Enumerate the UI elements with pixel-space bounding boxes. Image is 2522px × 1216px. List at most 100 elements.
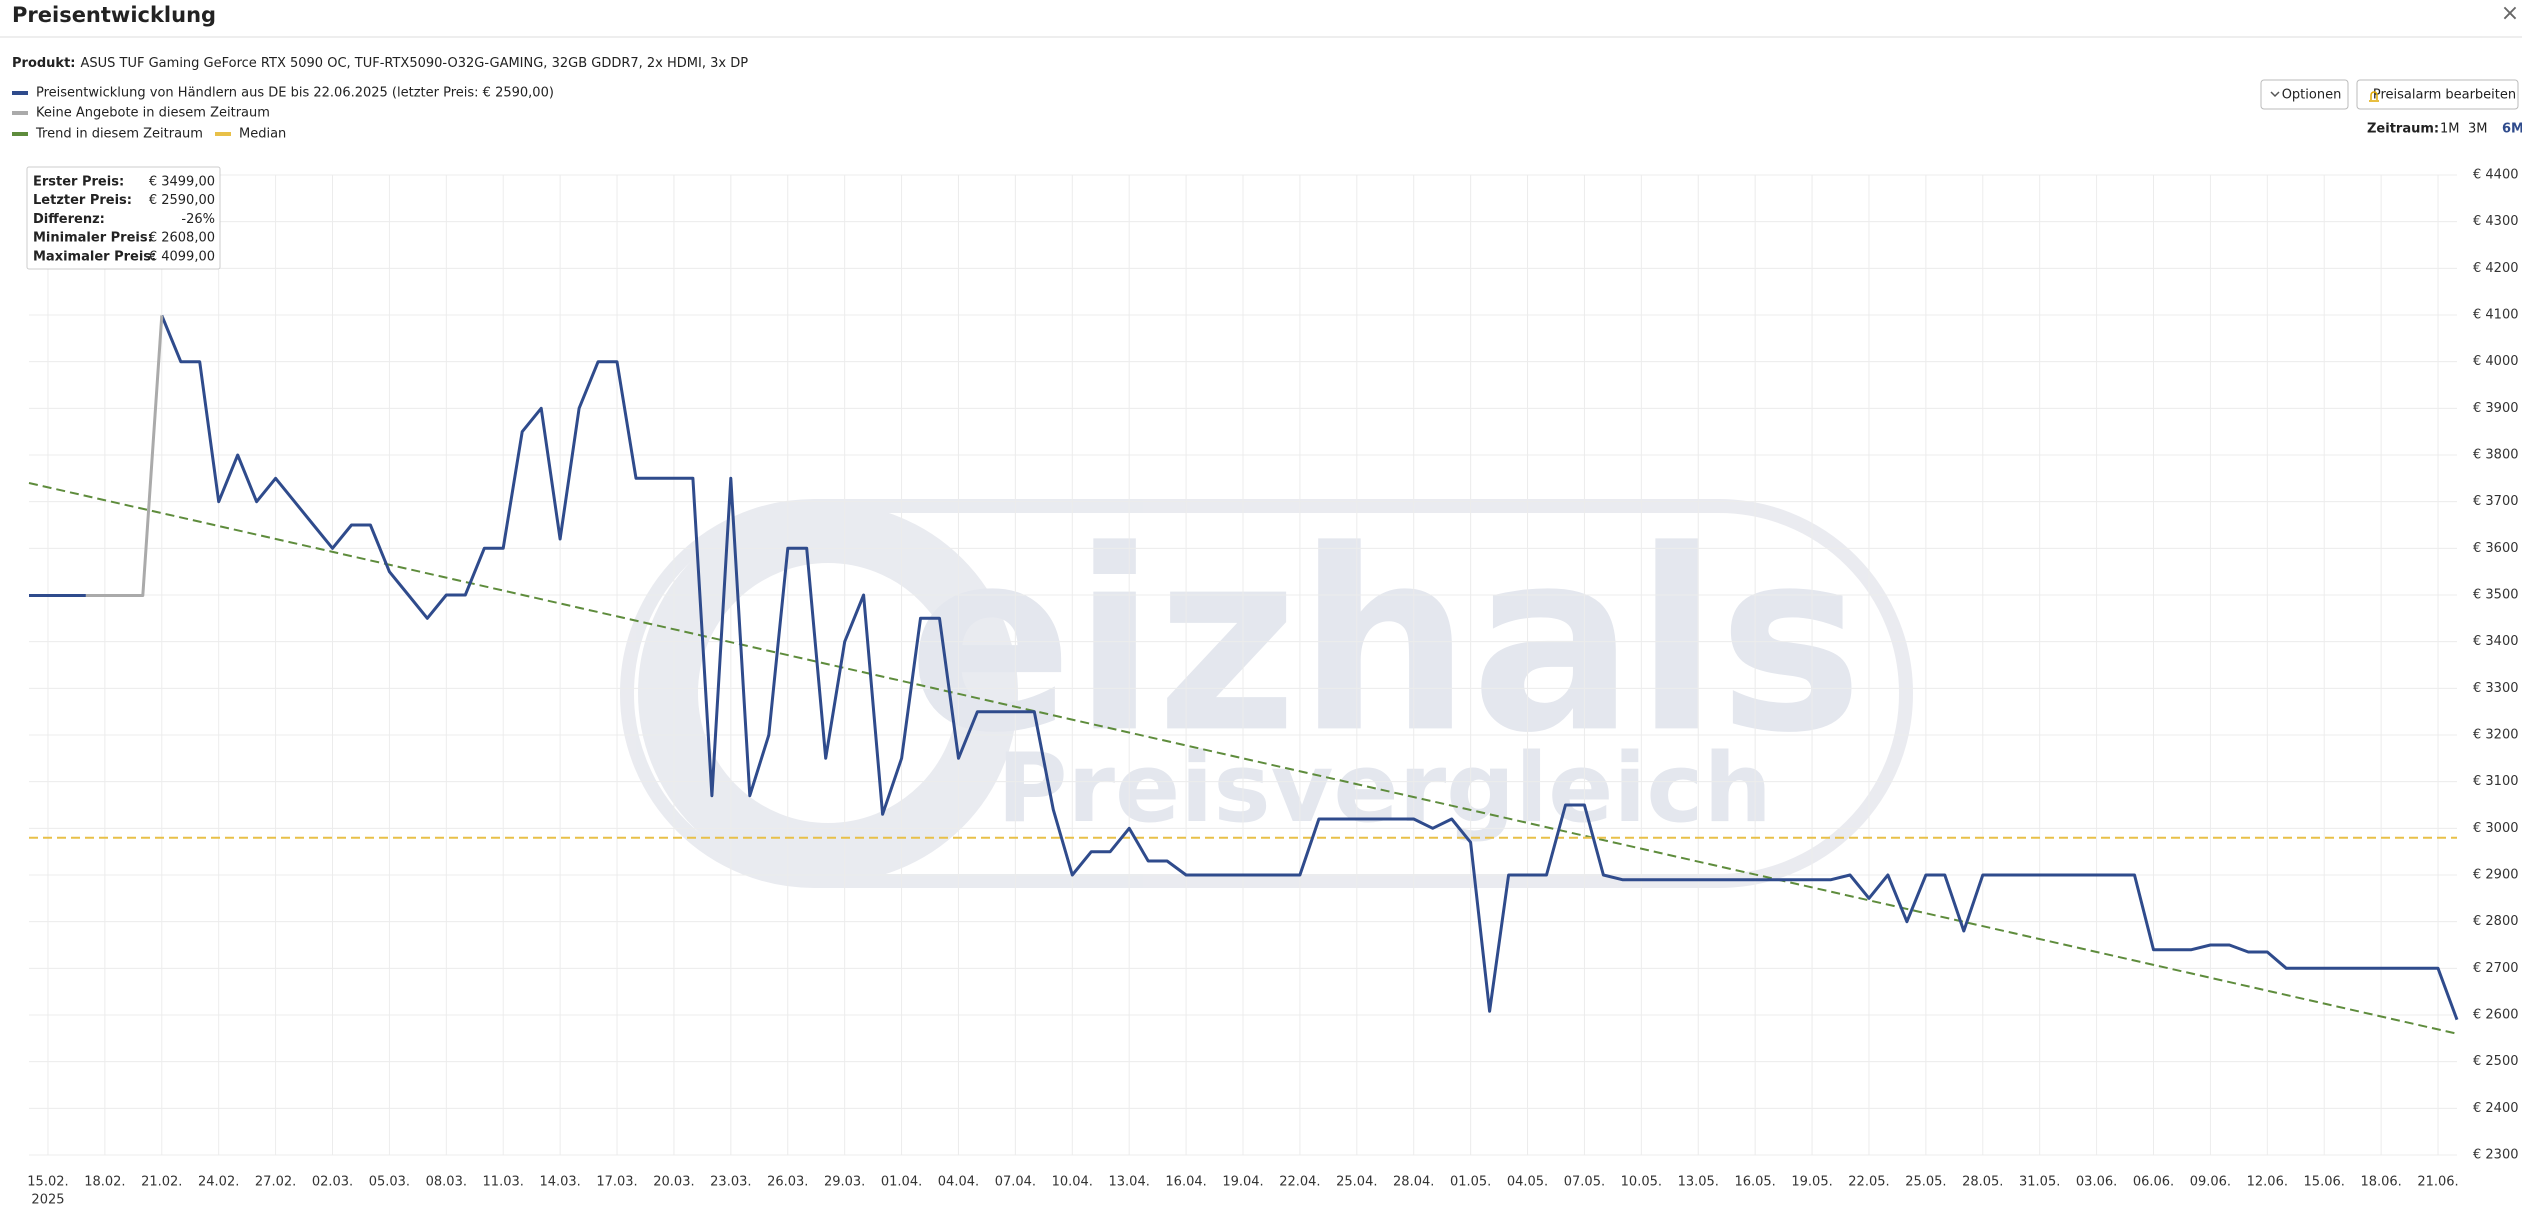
stats-label: Erster Preis: xyxy=(33,175,124,190)
x-tick-label: 15.02. xyxy=(27,1175,68,1190)
x-tick-label: 10.05. xyxy=(1621,1175,1662,1190)
watermark xyxy=(620,499,1913,888)
stats-label: Minimaler Preis: xyxy=(33,231,153,246)
x-tick-label: 13.05. xyxy=(1678,1175,1719,1190)
x-tick-label: 07.05. xyxy=(1564,1175,1605,1190)
x-tick-label: 17.03. xyxy=(596,1175,637,1190)
y-tick-label: € 3700 xyxy=(2473,494,2519,509)
x-tick-label: 28.05. xyxy=(1962,1175,2003,1190)
stats-value: € 2590,00 xyxy=(149,193,215,208)
y-tick-label: € 4200 xyxy=(2473,261,2519,276)
x-tick-label: 22.05. xyxy=(1848,1175,1889,1190)
y-tick-label: € 4300 xyxy=(2473,214,2519,229)
stats-label: Maximaler Preis: xyxy=(33,249,156,264)
price-line xyxy=(28,482,2458,1035)
y-tick-label: € 3000 xyxy=(2473,821,2519,836)
x-tick-label: 11.03. xyxy=(483,1175,524,1190)
button[interactable] xyxy=(2260,79,2349,110)
stats-label: Letzter Preis: xyxy=(33,193,132,208)
y-tick-label: € 2900 xyxy=(2473,868,2519,883)
x-tick-label: 24.02. xyxy=(198,1175,239,1190)
x-tick-label: 29.03. xyxy=(824,1175,865,1190)
y-tick-label: € 3400 xyxy=(2473,634,2519,649)
x-tick-label: 07.04. xyxy=(995,1175,1036,1190)
x-tick-label: 18.02. xyxy=(84,1175,125,1190)
stats-value: € 3499,00 xyxy=(149,175,215,190)
x-tick-label: 18.06. xyxy=(2360,1175,2401,1190)
x-tick-label: 14.03. xyxy=(539,1175,580,1190)
x-tick-label: 10.04. xyxy=(1052,1175,1093,1190)
x-tick-label: 06.06. xyxy=(2133,1175,2174,1190)
y-tick-label: € 3500 xyxy=(2473,588,2519,603)
price-line xyxy=(29,314,2459,1021)
y-tick-label: € 3800 xyxy=(2473,448,2519,463)
watermark-subtext: Preisvergleich xyxy=(997,734,1772,844)
range-option[interactable]: 3M xyxy=(2468,122,2488,137)
y-tick-label: € 2600 xyxy=(2473,1008,2519,1023)
y-tick-label: € 2300 xyxy=(2473,1148,2519,1163)
y-tick-label: € 2400 xyxy=(2473,1101,2519,1116)
x-tick-label: 21.02. xyxy=(141,1175,182,1190)
range-option[interactable]: 1M xyxy=(2440,122,2460,137)
x-tick-label: 12.06. xyxy=(2247,1175,2288,1190)
x-tick-label: 26.03. xyxy=(767,1175,808,1190)
x-tick-label: 01.05. xyxy=(1450,1175,1491,1190)
product-text: ASUS TUF Gaming GeForce RTX 5090 OC, TUF… xyxy=(81,56,749,71)
close-button[interactable]: × xyxy=(2501,1,2519,26)
x-tick-label: 19.04. xyxy=(1222,1175,1263,1190)
x-year-label: 2025 xyxy=(31,1193,64,1208)
product-label: Produkt: xyxy=(12,56,76,71)
y-tick-label: € 3300 xyxy=(2473,681,2519,696)
stats-value: € 2608,00 xyxy=(149,231,215,246)
price-line xyxy=(85,315,164,597)
legend-label: Trend in diesem Zeitraum xyxy=(35,127,203,142)
x-tick-label: 04.04. xyxy=(938,1175,979,1190)
y-tick-label: € 3100 xyxy=(2473,774,2519,789)
y-tick-label: € 3900 xyxy=(2473,401,2519,416)
x-tick-label: 05.03. xyxy=(369,1175,410,1190)
button-label[interactable]: Preisalarm bearbeiten xyxy=(2373,88,2516,103)
x-tick-label: 27.02. xyxy=(255,1175,296,1190)
x-tick-label: 01.04. xyxy=(881,1175,922,1190)
stats-value: € 4099,00 xyxy=(149,249,215,264)
y-tick-label: € 4000 xyxy=(2473,354,2519,369)
x-tick-label: 09.06. xyxy=(2190,1175,2231,1190)
x-tick-label: 16.05. xyxy=(1734,1175,1775,1190)
legend-label: Median xyxy=(239,127,286,142)
y-tick-label: € 3200 xyxy=(2473,728,2519,743)
y-tick-label: € 4400 xyxy=(2473,168,2519,183)
button[interactable] xyxy=(2356,79,2519,110)
y-tick-label: € 2800 xyxy=(2473,914,2519,929)
range-option[interactable]: 6M xyxy=(2502,122,2522,137)
y-tick-label: € 2700 xyxy=(2473,961,2519,976)
x-tick-label: 20.03. xyxy=(653,1175,694,1190)
button-icon xyxy=(2369,91,2379,102)
x-tick-label: 08.03. xyxy=(426,1175,467,1190)
button-icon xyxy=(2270,91,2280,98)
stats-label: Differenz: xyxy=(33,212,105,227)
x-tick-label: 25.05. xyxy=(1905,1175,1946,1190)
x-tick-label: 25.04. xyxy=(1336,1175,1377,1190)
x-tick-label: 13.04. xyxy=(1109,1175,1150,1190)
legend-label: Keine Angebote in diesem Zeitraum xyxy=(36,106,270,121)
y-tick-label: € 3600 xyxy=(2473,541,2519,556)
x-tick-label: 03.06. xyxy=(2076,1175,2117,1190)
button-label[interactable]: Optionen xyxy=(2282,88,2342,103)
y-tick-label: € 2500 xyxy=(2473,1054,2519,1069)
x-tick-label: 04.05. xyxy=(1507,1175,1548,1190)
x-tick-label: 02.03. xyxy=(312,1175,353,1190)
x-tick-label: 31.05. xyxy=(2019,1175,2060,1190)
x-tick-label: 15.06. xyxy=(2304,1175,2345,1190)
watermark-g xyxy=(638,503,1018,883)
x-tick-label: 21.06. xyxy=(2417,1175,2458,1190)
product-line: Produkt: ASUS TUF Gaming GeForce RTX 5090… xyxy=(12,56,748,71)
range-label: Zeitraum: xyxy=(2367,122,2439,137)
x-tick-label: 19.05. xyxy=(1791,1175,1832,1190)
x-tick-label: 16.04. xyxy=(1165,1175,1206,1190)
stats-background xyxy=(26,166,221,270)
y-tick-label: € 4100 xyxy=(2473,308,2519,323)
dialog-title: Preisentwicklung xyxy=(12,3,216,27)
legend-label: Preisentwicklung von Händlern aus DE bis… xyxy=(36,86,554,101)
